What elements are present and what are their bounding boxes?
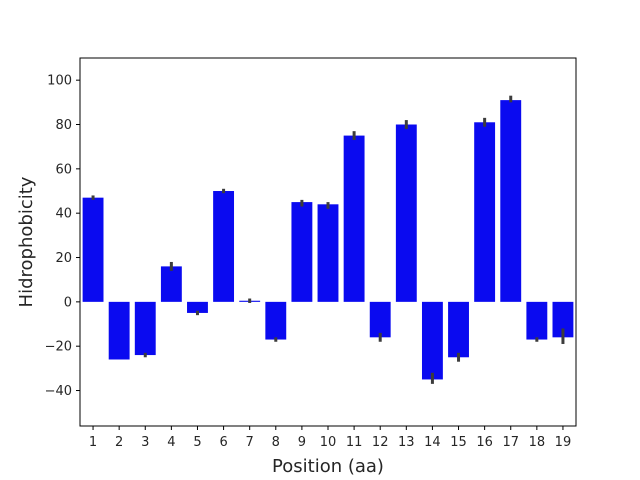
bar-5 xyxy=(187,301,208,313)
x-tick-label: 16 xyxy=(476,435,493,450)
bar-2 xyxy=(108,301,130,360)
bar-6 xyxy=(213,191,235,302)
bar-4 xyxy=(160,266,182,302)
bar-8 xyxy=(265,301,287,340)
bar-9 xyxy=(291,202,313,302)
bars-group xyxy=(82,100,574,380)
bar-1 xyxy=(82,197,104,302)
y-tick-label: 60 xyxy=(55,162,72,177)
x-tick-label: 8 xyxy=(272,435,280,450)
x-tick-label: 19 xyxy=(555,435,572,450)
y-axis-label: Hidrophobicity xyxy=(16,176,37,307)
bar-3 xyxy=(134,301,156,356)
y-tick-label: −40 xyxy=(45,384,72,399)
x-tick-label: 15 xyxy=(450,435,467,450)
x-tick-label: 7 xyxy=(246,435,254,450)
x-tick-label: 5 xyxy=(193,435,201,450)
bar-12 xyxy=(369,301,391,338)
bar-15 xyxy=(448,301,469,358)
y-tick-label: 0 xyxy=(64,295,72,310)
x-axis-label: Position (aa) xyxy=(272,456,384,477)
x-tick-label: 14 xyxy=(424,435,441,450)
y-tick-label: 100 xyxy=(47,74,72,89)
y-tick-label: 40 xyxy=(55,207,72,222)
error-bars-group xyxy=(91,95,565,384)
bar-11 xyxy=(343,135,365,302)
bar-16 xyxy=(474,122,496,302)
x-tick-label: 1 xyxy=(89,435,97,450)
bar-13 xyxy=(395,124,417,302)
bar-10 xyxy=(317,204,339,302)
x-tick-label: 17 xyxy=(502,435,519,450)
x-tick-label: 10 xyxy=(320,435,337,450)
y-tick-label: −20 xyxy=(45,340,72,355)
x-tick-label: 4 xyxy=(167,435,175,450)
bar-18 xyxy=(526,301,548,340)
bar-19 xyxy=(552,301,574,338)
bar-14 xyxy=(421,301,443,380)
x-tick-label: 18 xyxy=(529,435,546,450)
y-tick-label: 20 xyxy=(55,251,72,266)
x-tick-label: 12 xyxy=(372,435,389,450)
x-tick-label: 6 xyxy=(219,435,227,450)
x-tick-label: 13 xyxy=(398,435,415,450)
x-axis: 1 2 3 4 5 6 7 8 9 10 11 12 13 14 15 16 17 18 19 xyxy=(89,426,571,450)
x-tick-label: 2 xyxy=(115,435,123,450)
y-tick-label: 80 xyxy=(55,118,72,133)
x-tick-label: 11 xyxy=(346,435,363,450)
x-tick-label: 9 xyxy=(298,435,306,450)
y-axis: −40 −20 0 20 40 60 80 100 xyxy=(45,74,80,399)
x-tick-label: 3 xyxy=(141,435,149,450)
bar-17 xyxy=(500,100,522,302)
